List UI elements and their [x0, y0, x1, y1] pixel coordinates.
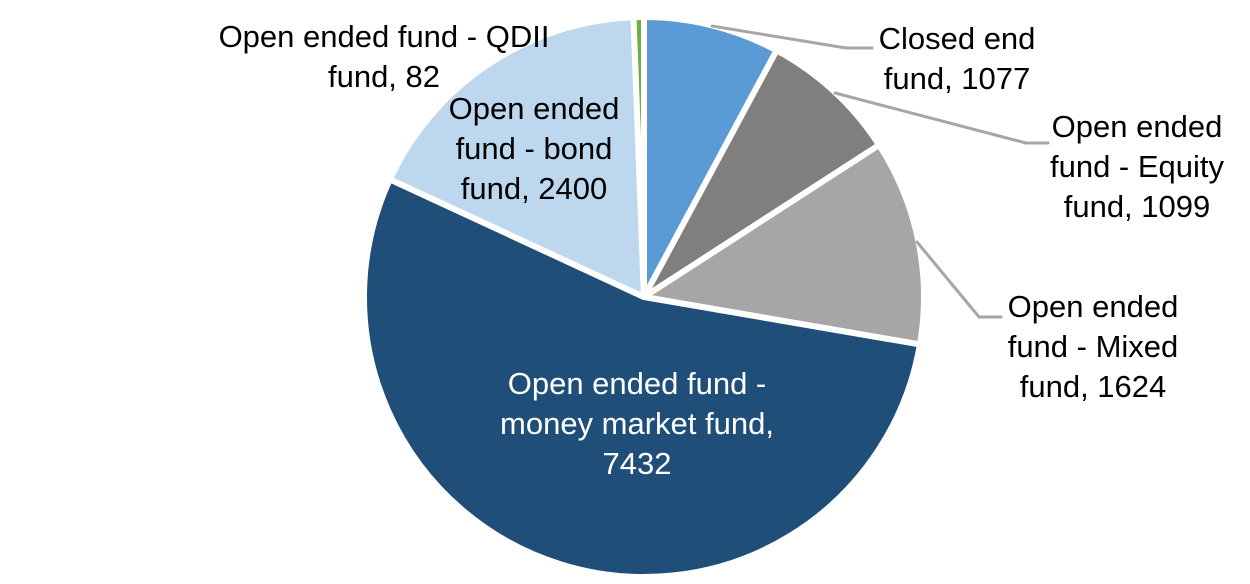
data-label-line: Open ended	[448, 91, 620, 126]
data-label-money-market-fund: Open ended fund - money market fund, 743…	[500, 364, 774, 484]
data-label-line: fund, 82	[327, 59, 441, 94]
data-label-mixed-fund: Open ended fund - Mixed fund, 1624	[1008, 287, 1179, 407]
data-label-line: fund, 1099	[1063, 189, 1211, 224]
pie-slice-open-ended-fund-mixed-fund	[641, 142, 927, 348]
pie-slice-open-ended-fund-qdii-fund	[630, 14, 647, 300]
data-label-line: Open ended fund - QDII	[218, 19, 550, 54]
pie-slice-open-ended-fund-bond-fund	[386, 14, 647, 300]
leader-line-equity-fund	[833, 91, 1050, 145]
data-label-line: fund - Mixed	[1007, 329, 1179, 364]
data-label-line: fund - Equity	[1049, 149, 1225, 184]
data-label-line: Open ended fund -	[507, 366, 767, 401]
data-label-line: fund, 1077	[883, 61, 1031, 96]
data-label-line: 7432	[602, 446, 672, 481]
leader-line-mixed-fund	[915, 240, 1003, 319]
data-label-line: Closed end	[878, 21, 1036, 56]
data-label-closed-end-fund: Closed end fund, 1077	[879, 19, 1036, 99]
data-label-line: fund - bond	[455, 131, 613, 166]
pie-slice-open-ended-fund-money-market-fund	[361, 176, 923, 580]
data-label-line: Open ended	[1051, 109, 1223, 144]
data-label-line: money market fund,	[500, 406, 774, 441]
leader-lines-group	[710, 24, 1050, 319]
data-label-line: fund, 2400	[460, 171, 608, 206]
pie-slice-open-ended-fund-equity-fund	[641, 47, 883, 300]
data-label-qdii-fund: Open ended fund - QDII fund, 82	[219, 17, 550, 97]
pie-slices-group	[361, 14, 927, 580]
data-label-line: Open ended	[1007, 289, 1179, 324]
data-label-equity-fund: Open ended fund - Equity fund, 1099	[1050, 107, 1224, 227]
data-label-bond-fund: Open ended fund - bond fund, 2400	[449, 89, 620, 209]
data-label-line: fund, 1624	[1019, 369, 1167, 404]
leader-line-closed-end-fund	[710, 24, 874, 50]
